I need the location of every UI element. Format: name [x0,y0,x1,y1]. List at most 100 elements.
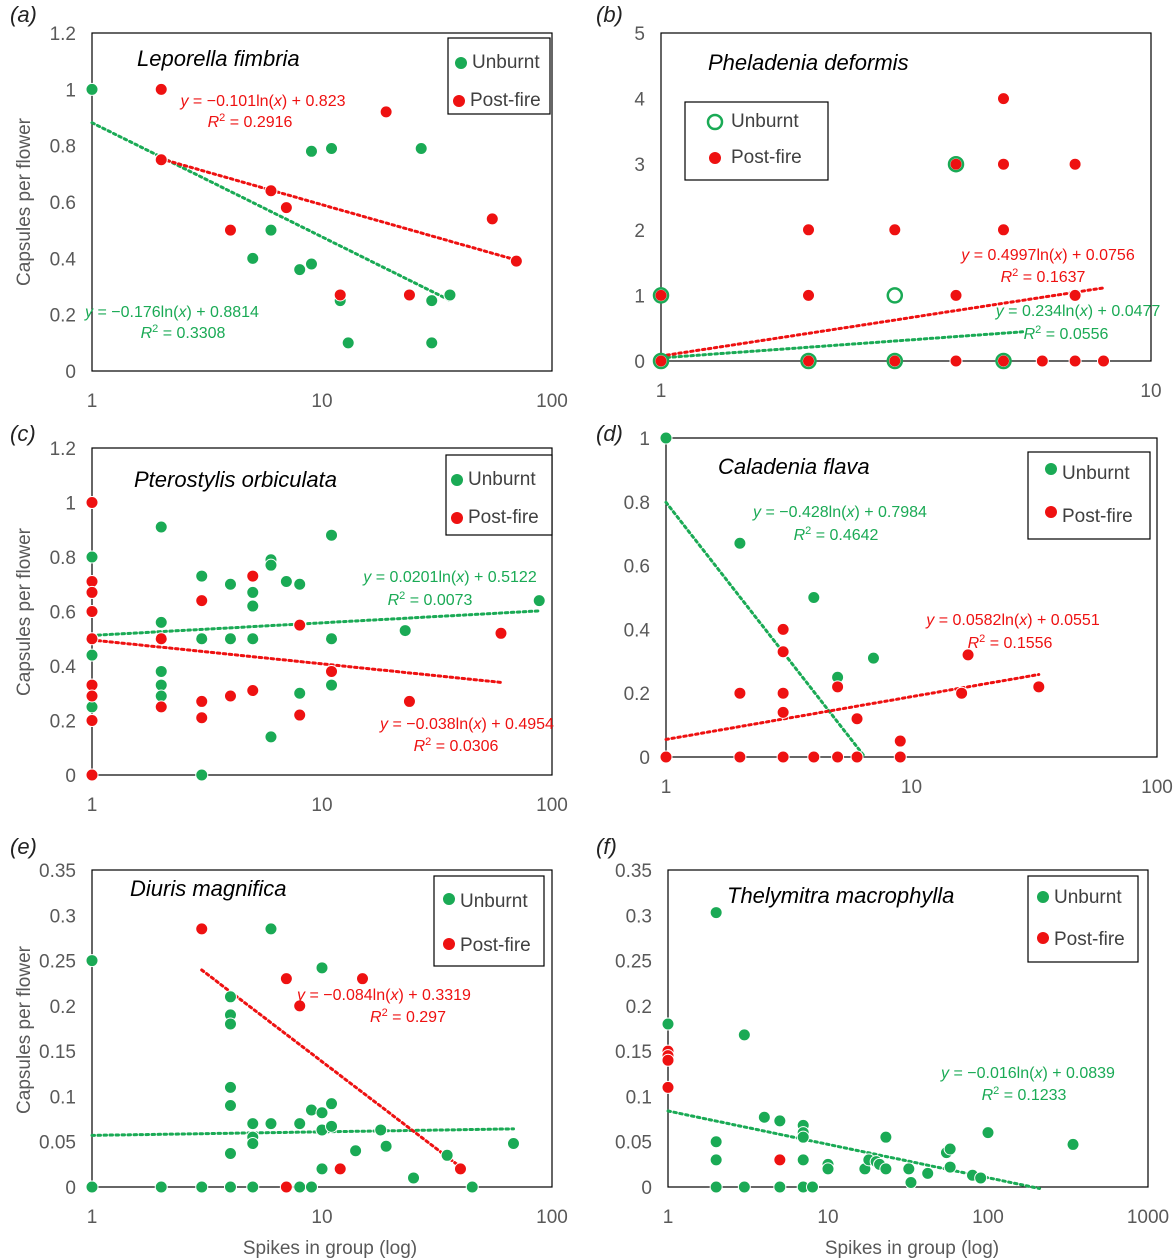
data-point-unburnt [325,1119,339,1133]
legend-label: Unburnt [472,52,540,73]
data-point-postfire [85,678,99,692]
trendline-postfire [200,968,462,1169]
chart-title: Leporella fimbria [137,46,300,71]
legend-marker [1037,932,1049,944]
plot-frame [665,437,1158,758]
legend-marker [453,95,465,107]
legend-label: Post-fire [731,147,802,168]
data-point-unburnt [440,1148,454,1162]
data-point-unburnt [407,1171,421,1185]
trend-r-squared: R2 = 0.1233 [982,1085,1067,1104]
data-point-postfire [949,288,963,302]
data-point-unburnt [85,648,99,662]
data-point-unburnt [195,1180,209,1194]
data-point-postfire [154,82,168,96]
data-point-unburnt [879,1162,893,1176]
data-point-unburnt [315,1106,329,1120]
trend-equation: y = 0.234ln(x) + 0.0477 [995,303,1161,320]
trend-r-squared: R2 = 0.0073 [388,590,473,609]
data-point-unburnt [315,961,329,975]
data-point-unburnt [709,1180,723,1194]
y-tick-label: 1 [65,494,76,515]
y-tick-label: 0.15 [39,1042,76,1063]
data-point-postfire [279,1180,293,1194]
data-point-postfire [85,689,99,703]
data-point-unburnt [223,1080,237,1094]
data-point-unburnt [223,577,237,591]
data-point-unburnt [246,1180,260,1194]
data-point-unburnt [737,1180,751,1194]
data-point-unburnt [796,1153,810,1167]
chart-title: Thelymitra macrophylla [727,883,954,908]
trend-r-squared: R2 = 0.1637 [1001,267,1086,286]
data-point-unburnt [195,569,209,583]
y-tick-label: 0.05 [615,1133,652,1154]
x-tick-label: 10 [311,795,332,816]
data-point-postfire [154,632,168,646]
data-point-postfire [807,750,821,764]
y-tick-label: 0 [65,766,76,787]
legend-label: Post-fire [470,90,541,111]
data-point-unburnt [325,678,339,692]
y-tick-label: 1 [65,80,76,101]
y-axis-label: Capsules per flower [14,945,35,1114]
y-tick-label: 0.6 [624,557,650,578]
y-tick-label: 0.3 [50,906,76,927]
y-tick-label: 0.6 [50,193,76,214]
data-point-postfire [154,153,168,167]
data-point-unburnt [866,651,880,665]
data-point-unburnt [195,768,209,782]
data-point-unburnt [246,632,260,646]
data-point-unburnt [85,82,99,96]
data-point-unburnt [246,585,260,599]
data-point-unburnt [154,1180,168,1194]
y-axis-label: Capsules per flower [14,527,35,696]
data-point-postfire [356,972,370,986]
data-point-postfire [85,768,99,782]
trend-equation: y = −0.176ln(x) + 0.8814 [84,304,259,321]
data-point-postfire [661,1053,675,1067]
legend-marker [1037,891,1049,903]
x-tick-label: 100 [536,391,568,412]
data-point-unburnt [379,1139,393,1153]
panel-label: (a) [10,2,37,27]
data-point-unburnt [325,528,339,542]
x-tick-label: 1 [661,777,672,798]
y-tick-label: 0.2 [624,684,650,705]
legend-box [1027,875,1139,963]
legend-label: Post-fire [460,935,531,956]
y-tick-label: 0.8 [50,548,76,569]
data-point-unburnt [465,1180,479,1194]
data-point-postfire [1068,157,1082,171]
data-point-postfire [85,585,99,599]
trendline-postfire [664,673,1041,741]
data-point-postfire [1032,680,1046,694]
data-point-postfire [195,922,209,936]
x-tick-label: 100 [536,795,568,816]
data-point-unburnt [223,1180,237,1194]
data-point-unburnt [315,1162,329,1176]
data-point-unburnt [902,1162,916,1176]
data-point-unburnt [293,263,307,277]
panel-e: (e) 0 0.05 0.1 0.15 0.2 0.25 0.3 0.35 1 10 100 Capsu… [10,834,568,1259]
panel-label: (c) [10,421,36,446]
panel-f: (f) 0 0.05 0.1 0.15 0.2 0.25 0.3 0.35 1 10 100 1000 S… [596,834,1169,1259]
y-tick-label: 0.2 [50,306,76,327]
trend-r-squared: R2 = 0.0556 [1024,324,1109,343]
data-point-postfire [1097,354,1111,368]
plot-frame [91,32,553,372]
data-point-unburnt [293,577,307,591]
data-point-unburnt [709,906,723,920]
y-tick-label: 1.2 [50,439,76,460]
data-point-unburnt [886,287,904,304]
data-point-unburnt [425,336,439,350]
x-tick-label: 1000 [1127,1207,1169,1228]
panel-label: (d) [596,421,623,446]
data-point-unburnt [246,1117,260,1131]
data-point-postfire [996,92,1010,106]
trendline-postfire [159,157,518,262]
data-point-unburnt [374,1123,388,1137]
legend-marker [443,893,455,905]
data-point-postfire [85,714,99,727]
data-point-postfire [802,288,816,302]
